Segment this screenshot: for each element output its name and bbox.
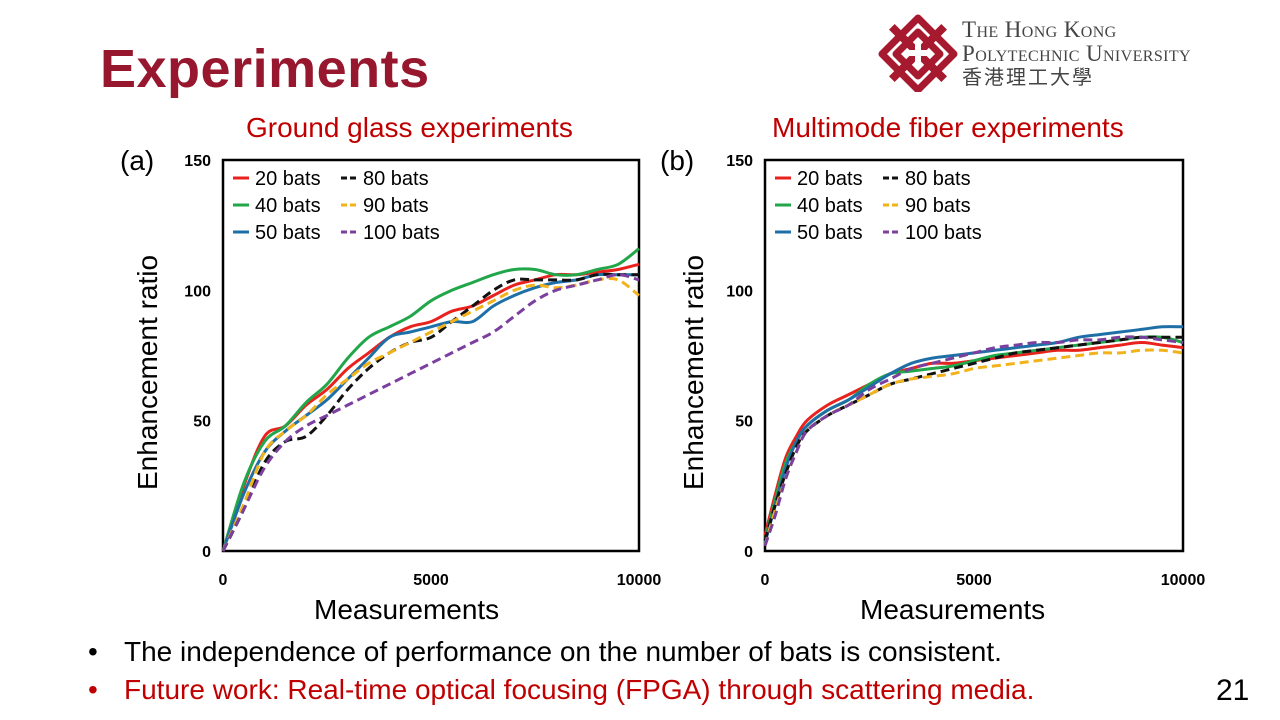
chart-a-ytick-label: 100 [184, 283, 211, 300]
chart-b-xtick-label: 0 [761, 572, 770, 589]
university-name: The Hong Kong Polytechnic University 香港理… [962, 18, 1191, 90]
page-number: 21 [1216, 674, 1250, 707]
chart-a-xtick-label: 10000 [617, 572, 662, 589]
logo-line-2: Polytechnic University [962, 41, 1191, 66]
chart-b-panel-label: (b) [660, 145, 695, 176]
university-logo: The Hong Kong Polytechnic University 香港理… [878, 14, 1270, 94]
chart-a-ytick-label: 50 [193, 414, 211, 431]
chart-a-ytick-label: 150 [184, 153, 211, 170]
bullet-dot: • [88, 674, 98, 705]
logo-line-1: The Hong Kong [962, 17, 1117, 42]
chart-b-series-line-50-bats [763, 325, 1184, 544]
chart-a-series-line-40-bats [221, 247, 640, 552]
bullet-item-2: • Future work: Real-time optical focusin… [88, 672, 1034, 710]
chart-a-xtick-label: 5000 [413, 572, 449, 589]
chart-b-plot-frame [763, 158, 1185, 553]
chart-a-legend-label: 20 bats [255, 168, 321, 190]
chart-b-legend-label: 20 bats [797, 168, 863, 190]
chart-b-xlabel: Measurements [860, 594, 1046, 625]
chart-a-legend-label: 50 bats [255, 222, 321, 244]
chart-a-title: Ground glass experiments [246, 112, 573, 143]
bullet-dot: • [88, 636, 98, 667]
chart-b-legend-label: 100 bats [905, 222, 982, 244]
chart-b-series-line-90-bats [763, 348, 1184, 547]
chart-b-legend-label: 40 bats [797, 195, 863, 217]
chart-b-legend-label: 90 bats [905, 195, 971, 217]
chart-b-series-line-80-bats [763, 335, 1183, 542]
chart-b-ytick-label: 100 [726, 283, 753, 300]
chart-a-series-line-100-bats [221, 273, 640, 552]
slide-title: Experiments [100, 39, 430, 99]
chart-b-series-line-20-bats [763, 341, 1184, 536]
polyu-emblem-icon [878, 14, 958, 94]
chart-a-legend-label: 100 bats [363, 222, 440, 244]
chart-b-xtick-label: 5000 [956, 572, 992, 589]
chart-a-legend-label: 80 bats [363, 168, 429, 190]
bullet-item-1: • The independence of performance on the… [88, 634, 1034, 672]
chart-b-xtick-label: 10000 [1161, 572, 1206, 589]
chart-b-ytick-label: 50 [735, 414, 753, 431]
chart-a-series-line-80-bats [221, 272, 639, 552]
chart-a-ytick-label: 0 [202, 544, 211, 561]
chart-a-panel-label: (a) [120, 145, 155, 176]
chart-b-legend-label: 80 bats [905, 168, 971, 190]
chart-b-series-line-40-bats [763, 335, 1184, 541]
chart-b-ytick-label: 0 [744, 544, 753, 561]
chart-a-plot-frame [221, 158, 641, 553]
chart-a-xlabel: Measurements [314, 594, 500, 625]
chart-a-xtick-label: 0 [219, 572, 228, 589]
bullet-text: Future work: Real-time optical focusing … [124, 674, 1035, 705]
bullet-list: • The independence of performance on the… [88, 634, 1034, 710]
chart-a-legend-label: 90 bats [363, 195, 429, 217]
chart-b-series-line-100-bats [763, 335, 1184, 547]
chart-b-title: Multimode fiber experiments [772, 112, 1124, 143]
bullet-text: The independence of performance on the n… [124, 636, 1002, 667]
chart-b-ytick-label: 150 [726, 153, 753, 170]
chart-b-legend-label: 50 bats [797, 222, 863, 244]
chart-a-legend-label: 40 bats [255, 195, 321, 217]
logo-line-3: 香港理工大學 [962, 67, 1094, 89]
